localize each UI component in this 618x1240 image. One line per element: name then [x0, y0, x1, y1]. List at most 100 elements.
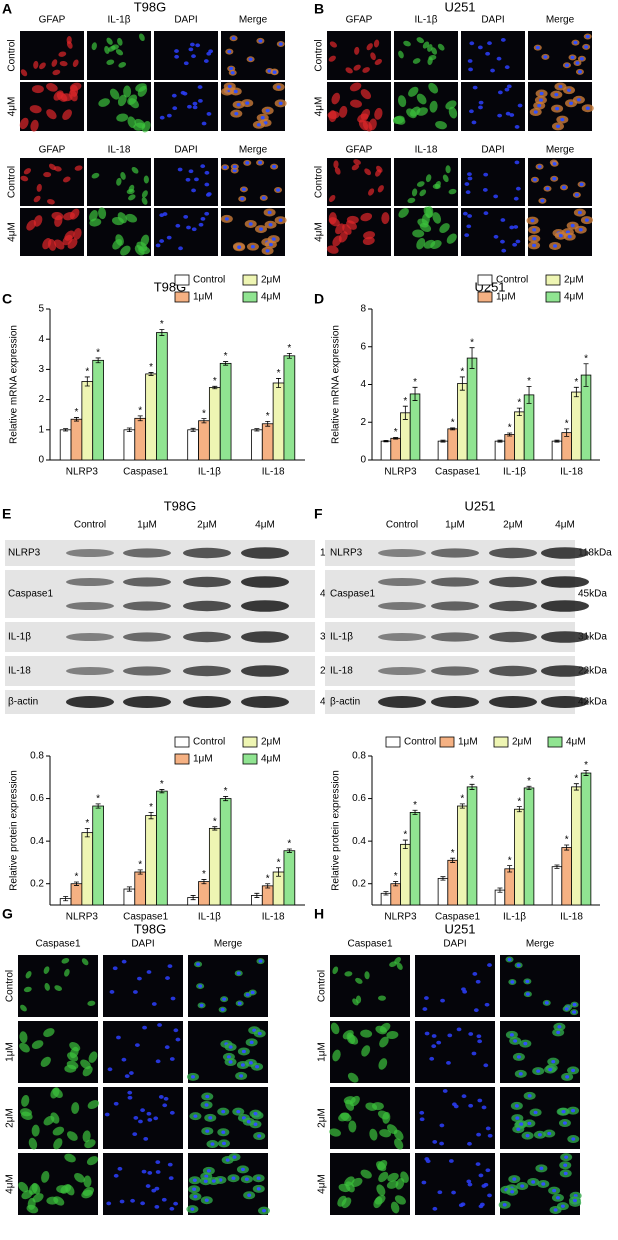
nucleus	[267, 210, 272, 215]
nucleus	[229, 66, 234, 71]
cell	[62, 109, 72, 121]
significance: *	[565, 418, 569, 429]
nucleus	[224, 217, 229, 221]
lane-label: 1μM	[445, 520, 465, 531]
bar	[504, 868, 515, 906]
nucleus	[576, 98, 581, 102]
error-bar	[148, 372, 154, 376]
bar	[447, 859, 458, 906]
legend-swatch	[493, 736, 509, 748]
cell	[43, 966, 50, 974]
error-bar	[265, 883, 271, 889]
nucleus	[167, 964, 173, 969]
error-bar	[254, 892, 260, 898]
nucleus	[552, 1188, 557, 1193]
x-tick-label: IL-18	[262, 912, 285, 923]
error-bar	[393, 881, 399, 887]
cell	[390, 1201, 400, 1214]
nucleus	[248, 222, 253, 226]
band	[123, 577, 171, 587]
nucleus	[466, 1179, 472, 1184]
cell	[360, 1169, 372, 1179]
cell	[20, 69, 28, 77]
nucleus	[575, 61, 580, 65]
legend-swatch	[242, 274, 258, 286]
nucleus	[535, 45, 540, 50]
nucleus	[472, 85, 478, 90]
cell	[128, 194, 136, 201]
nucleus	[537, 164, 542, 169]
nucleus	[237, 1001, 242, 1006]
error-bar	[573, 386, 579, 398]
cell	[66, 1131, 78, 1141]
nucleus	[140, 1108, 145, 1113]
nucleus	[451, 1190, 456, 1195]
lane-label: 2μM	[503, 520, 523, 531]
cell	[56, 1185, 69, 1194]
nucleus	[189, 42, 195, 47]
nucleus	[231, 1176, 236, 1180]
bar	[59, 429, 72, 461]
nucleus	[539, 91, 544, 96]
cell	[64, 1153, 76, 1163]
cell	[43, 171, 52, 178]
legend-label: 4μM	[261, 754, 281, 765]
cell	[416, 181, 425, 187]
nucleus	[467, 214, 472, 218]
column-label: IL-1β	[415, 15, 438, 26]
nucleus	[543, 55, 548, 59]
nucleus	[198, 222, 204, 227]
cell	[46, 199, 55, 205]
nucleus	[585, 34, 590, 39]
cell	[20, 175, 29, 182]
nucleus	[257, 1031, 262, 1036]
significance: *	[85, 818, 89, 829]
error-bar	[393, 437, 399, 440]
nucleus	[168, 1176, 174, 1181]
cell	[126, 188, 135, 195]
nucleus	[204, 1174, 209, 1179]
micrograph	[461, 82, 525, 131]
nucleus	[245, 101, 250, 105]
nucleus	[268, 242, 273, 247]
cell	[398, 207, 409, 218]
nucleus	[232, 168, 237, 173]
cell	[333, 160, 339, 169]
nucleus	[204, 1198, 209, 1202]
cell	[84, 1139, 96, 1149]
legend-swatch	[477, 274, 493, 286]
cell	[53, 166, 62, 172]
significance: *	[287, 343, 291, 354]
cell	[379, 1036, 389, 1048]
significance: *	[224, 351, 228, 362]
error-bar	[402, 839, 408, 849]
nucleus	[570, 223, 575, 228]
error-bar	[497, 439, 503, 443]
nucleus	[204, 182, 210, 187]
significance: *	[470, 774, 474, 785]
x-tick-label: Caspase1	[435, 912, 480, 923]
nucleus	[561, 1109, 566, 1114]
cell	[28, 1183, 38, 1195]
nucleus	[421, 1180, 427, 1185]
significance: *	[85, 367, 89, 378]
lane-label: Control	[74, 520, 106, 531]
row-label: 4μM	[314, 97, 325, 117]
nucleus	[265, 108, 270, 113]
nucleus	[551, 1059, 556, 1064]
cell	[379, 1129, 392, 1138]
nucleus	[485, 1168, 491, 1173]
cell	[416, 237, 426, 250]
cell	[345, 1099, 355, 1111]
row-label: Control	[317, 970, 328, 1002]
cell	[398, 50, 404, 59]
cell	[329, 1128, 341, 1137]
nucleus	[260, 116, 265, 120]
cell	[82, 1130, 91, 1143]
cell	[115, 234, 124, 246]
cell	[435, 120, 447, 130]
nucleus	[261, 196, 266, 200]
band	[123, 548, 171, 558]
panel-label: A	[2, 1, 12, 17]
band	[378, 549, 426, 557]
